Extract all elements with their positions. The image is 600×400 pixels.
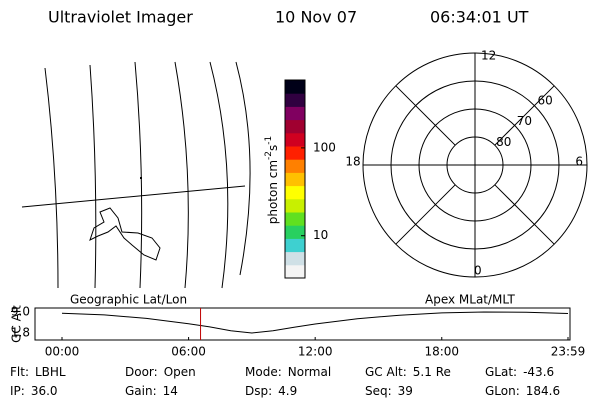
status-field: Gain: 14	[125, 384, 178, 398]
status-field: GC Alt: 5.1 Re	[365, 365, 451, 379]
map	[21, 61, 251, 289]
x-tick-label: 06:00	[171, 345, 206, 359]
label-exp: -2	[264, 151, 274, 160]
status-field: GLat: -43.6	[485, 365, 554, 379]
color-step	[285, 159, 305, 173]
status-value: Normal	[288, 365, 331, 379]
color-step	[285, 225, 305, 239]
status-label: Door:	[125, 365, 158, 379]
color-step	[285, 172, 305, 187]
date: 10 Nov 07	[275, 8, 357, 27]
color-step	[285, 251, 305, 266]
status-label: GLat:	[485, 365, 517, 379]
frame-label: Apex MLat/MLT	[425, 293, 515, 307]
marker	[140, 177, 142, 179]
ring-label: 70	[517, 114, 532, 128]
status-value: Open	[164, 365, 196, 379]
status-value: 14	[163, 384, 178, 398]
color-step	[285, 132, 305, 147]
meridian	[235, 61, 251, 276]
x-tick-label: 00:00	[45, 345, 80, 359]
status-label: Flt:	[10, 365, 29, 379]
meridian	[44, 67, 59, 289]
y-tick-label: 9.0	[11, 305, 30, 319]
diag-line	[395, 184, 456, 245]
x-tick-label: 23:59	[551, 345, 586, 359]
mlt-label: 6	[575, 155, 583, 169]
y-tick-label: 1.8	[11, 326, 30, 340]
status-label: GC Alt:	[365, 365, 407, 379]
status-label: Mode:	[245, 365, 282, 379]
colorbar-label: photon cm-2s-1	[264, 136, 280, 225]
color-step	[285, 264, 305, 279]
status-value: -43.6	[523, 365, 554, 379]
color-step	[285, 106, 305, 121]
color-step	[285, 185, 305, 200]
parallel	[21, 185, 246, 208]
diag-line	[494, 184, 555, 245]
meridian	[174, 61, 189, 289]
x-tick-label: 12:00	[298, 345, 333, 359]
color-step	[285, 212, 305, 226]
diag-line	[494, 85, 555, 146]
label-part: photon cm	[266, 160, 280, 224]
color-step	[285, 80, 305, 94]
status-value: 39	[398, 384, 413, 398]
label-part: s	[266, 145, 280, 151]
status-field: Dsp: 4.9	[245, 384, 297, 398]
mlt-label: 18	[345, 155, 360, 169]
status-label: Seq:	[365, 384, 392, 398]
status-field: Mode: Normal	[245, 365, 331, 379]
status-value: 4.9	[278, 384, 297, 398]
status-field: IP: 36.0	[10, 384, 58, 398]
ring-label: 80	[496, 135, 511, 149]
status-value: 184.6	[526, 384, 560, 398]
strip-frame	[34, 307, 571, 341]
status-label: Dsp:	[245, 384, 272, 398]
footer: Flt: LBHL Door: Open Mode: Normal GC Alt: 5.1 R…	[10, 365, 560, 398]
status-value: 36.0	[31, 384, 58, 398]
ring-label: 60	[538, 93, 553, 107]
color-step	[285, 238, 305, 253]
status-field: Seq: 39	[365, 384, 413, 398]
time: 06:34:01 UT	[430, 8, 529, 27]
color-step	[285, 93, 305, 107]
status-label: GLon:	[485, 384, 520, 398]
status-field: GLon: 184.6	[485, 384, 560, 398]
colorbar-tick-label: 10	[313, 228, 328, 242]
y-axis-label: GC Alt	[10, 305, 24, 343]
status-field: Door: Open	[125, 365, 196, 379]
label-exp: -1	[264, 136, 274, 145]
status-value: LBHL	[35, 365, 66, 379]
colorbar-tick-label: 100	[313, 140, 336, 154]
status-label: Gain:	[125, 384, 157, 398]
altitude-strip: GC Alt Geographic Lat/Lon Apex MLat/MLT 9.0…	[10, 293, 586, 359]
color-step	[285, 146, 305, 160]
diag-line	[395, 85, 456, 146]
meridian	[209, 61, 229, 289]
meridian	[134, 61, 143, 289]
mlt-label: 12	[481, 49, 496, 63]
mlt-label: 0	[474, 264, 482, 278]
colorbar-frame	[284, 79, 306, 279]
x-tick-label: 18:00	[424, 345, 459, 359]
status-field: Flt: LBHL	[10, 365, 66, 379]
color-step	[285, 119, 305, 134]
color-step	[285, 198, 305, 213]
status-value: 5.1 Re	[413, 365, 451, 379]
status-label: IP:	[10, 384, 25, 398]
altitude-line	[61, 311, 569, 334]
island	[89, 207, 161, 261]
title: Ultraviolet Imager	[48, 8, 193, 27]
colorbar: 10 100	[284, 79, 336, 279]
frame-label: Geographic Lat/Lon	[70, 293, 187, 307]
meridian	[89, 64, 97, 289]
